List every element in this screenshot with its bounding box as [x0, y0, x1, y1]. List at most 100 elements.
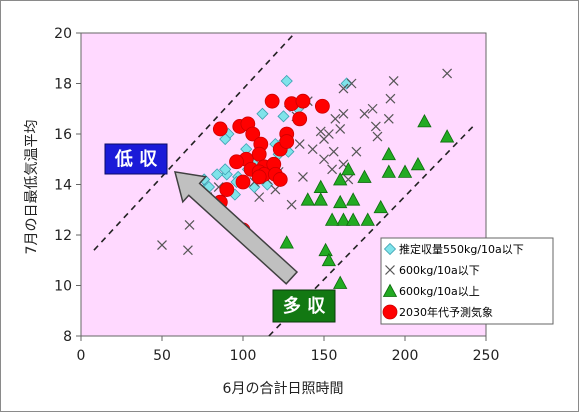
data-point-stroke-b	[351, 146, 362, 157]
trend-arrow	[173, 170, 299, 285]
data-point-stroke-b	[298, 172, 308, 182]
data-point	[211, 168, 224, 181]
data-point-stroke-b	[254, 192, 265, 203]
data-point	[292, 111, 308, 127]
y-tick-label: 12	[54, 228, 72, 244]
data-point	[333, 172, 348, 186]
data-point-stroke-b	[307, 144, 318, 155]
data-point	[333, 275, 348, 289]
legend-marker-1	[383, 242, 397, 256]
legend: 推定収量550kg/10a以下 600kg/10a以下 600kg/10a以上 …	[380, 237, 554, 325]
data-point	[219, 182, 235, 197]
y-tick-label: 16	[54, 127, 72, 143]
arrow-shape	[173, 170, 299, 285]
x-tick-label: 200	[392, 348, 419, 364]
data-point-stroke-b	[367, 103, 378, 114]
data-point	[439, 129, 455, 143]
annotation-low-yield: 低 収	[104, 143, 168, 175]
data-point	[157, 240, 167, 251]
data-point-stroke-b	[372, 131, 383, 142]
data-point	[328, 146, 339, 157]
data-point	[294, 139, 305, 150]
data-point	[338, 83, 349, 94]
y-tick-label: 8	[63, 329, 72, 345]
data-point	[251, 146, 267, 162]
data-point	[235, 174, 251, 190]
data-point-stroke-b	[319, 134, 329, 144]
data-point	[381, 146, 396, 161]
x-tick-label: 250	[473, 348, 500, 364]
data-point	[286, 199, 297, 210]
data-point	[279, 134, 295, 149]
data-point	[333, 194, 348, 209]
data-point	[212, 121, 228, 137]
data-point-stroke-b	[328, 146, 339, 157]
data-point-stroke-b	[383, 113, 394, 124]
data-point-stroke-b	[327, 164, 338, 175]
data-point	[245, 126, 261, 142]
legend-label-4: 2030年代予測気象	[399, 305, 493, 319]
x-tick-label: 0	[77, 348, 86, 364]
data-point	[367, 103, 378, 114]
data-point-stroke-b	[213, 182, 224, 192]
data-point	[321, 252, 337, 267]
data-point-stroke-b	[294, 139, 305, 150]
data-point	[300, 192, 315, 206]
data-point-stroke-b	[359, 108, 370, 119]
data-point-stroke-b	[442, 68, 453, 79]
data-point-stroke-b	[319, 154, 329, 165]
low-yield-box	[104, 143, 168, 175]
data-point	[307, 144, 318, 155]
data-point	[229, 154, 244, 170]
data-point	[383, 113, 394, 124]
legend-marker-2-stroke-b	[385, 265, 395, 275]
data-point	[345, 192, 361, 206]
data-point	[357, 169, 372, 183]
data-point-stroke-b	[330, 113, 341, 124]
legend-box	[380, 237, 554, 325]
data-point	[327, 164, 338, 175]
data-point-stroke-b	[315, 126, 326, 137]
data-point-stroke-b	[370, 121, 381, 132]
data-point	[345, 212, 361, 226]
y-axis-ticks: 8 10 12 14 16 18 20	[54, 26, 81, 345]
series-3	[279, 114, 455, 289]
y-tick-label: 14	[54, 178, 72, 194]
data-point	[256, 107, 269, 120]
data-point	[315, 126, 326, 137]
data-point-stroke-b	[346, 78, 357, 89]
data-point	[372, 131, 383, 142]
data-point-stroke-b	[385, 93, 396, 104]
data-point	[182, 245, 193, 256]
data-point	[319, 134, 329, 144]
y-tick-label: 20	[54, 26, 72, 42]
data-point	[397, 164, 413, 178]
y-tick-label: 10	[54, 279, 72, 295]
data-point	[254, 192, 265, 203]
data-point	[338, 108, 349, 119]
data-point	[330, 113, 341, 124]
x-axis-ticks: 0 50 100 150 200 250	[77, 336, 500, 364]
data-point	[264, 93, 280, 109]
data-point-stroke-b	[286, 199, 297, 210]
x-tick-label: 100	[230, 348, 257, 364]
data-point	[341, 162, 356, 176]
data-point	[385, 93, 396, 104]
y-tick-label: 18	[54, 77, 72, 93]
data-point	[318, 242, 333, 257]
data-point-stroke-b	[338, 159, 349, 170]
data-point	[279, 235, 294, 249]
legend-marker-4	[382, 304, 398, 320]
legend-label-1: 推定収量550kg/10a以下	[399, 242, 524, 256]
data-point	[280, 74, 293, 88]
data-point	[360, 212, 375, 226]
data-point	[219, 132, 232, 146]
data-point	[184, 219, 195, 230]
data-point	[442, 68, 453, 79]
legend-marker-2	[385, 265, 395, 275]
data-point-stroke-b	[388, 76, 399, 86]
x-tick-label: 150	[311, 348, 338, 364]
data-point	[381, 164, 396, 178]
data-point	[370, 121, 381, 132]
